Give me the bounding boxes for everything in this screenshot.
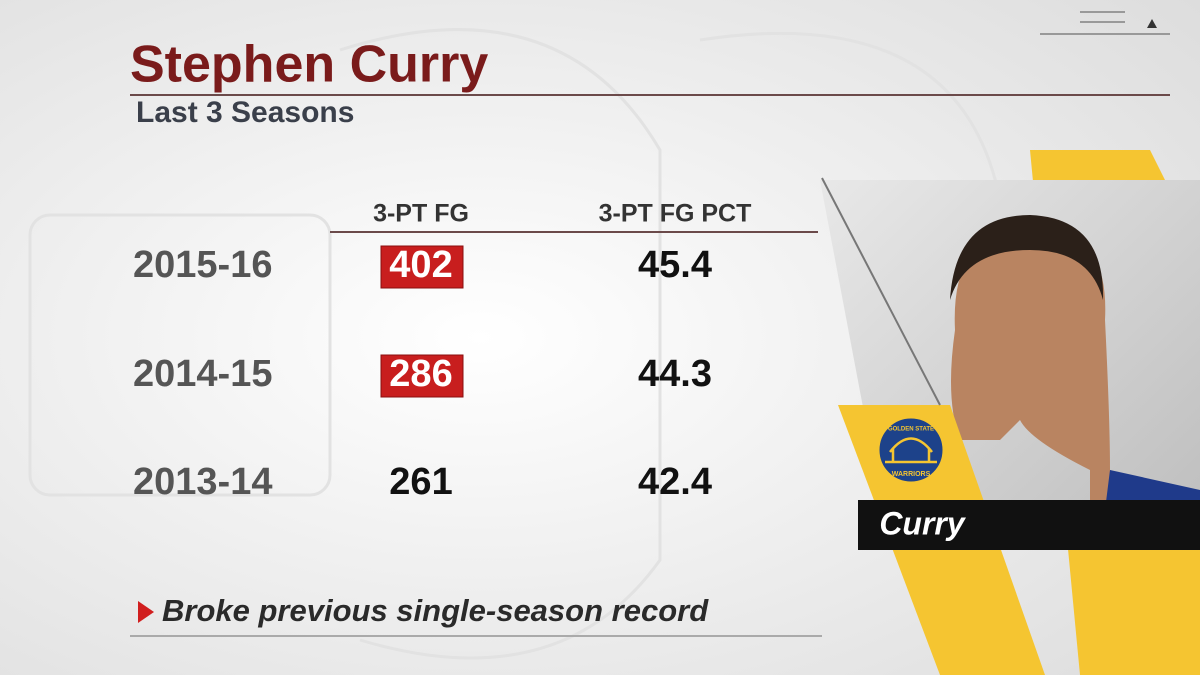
three-pt-pct: 42.4: [638, 461, 712, 503]
team-top: GOLDEN STATE: [888, 427, 934, 433]
menu-icon: [1040, 11, 1170, 35]
up-arrow: [1147, 19, 1157, 28]
season: 2013-14: [133, 461, 272, 503]
footnote-marker: [138, 601, 154, 623]
record-highlight: [380, 354, 464, 398]
three-pt-fg: 402: [389, 244, 452, 286]
season: 2014-15: [133, 353, 272, 395]
team-logo: GOLDEN STATE WARRIORS: [876, 415, 946, 485]
background-letters: [28, 28, 1002, 660]
footnote: Broke previous single-season record: [162, 593, 709, 628]
name-plate: [858, 500, 1200, 550]
column-header: 3-PT FG: [373, 200, 469, 228]
title: Stephen Curry: [130, 36, 488, 94]
season: 2015-16: [133, 244, 272, 286]
three-pt-pct: 44.3: [638, 353, 712, 395]
player-name: Curry: [879, 505, 967, 541]
divider: [821, 177, 941, 406]
record-highlight: [380, 245, 464, 289]
three-pt-fg: 286: [389, 353, 452, 395]
three-pt-fg: 261: [389, 461, 452, 503]
column-header: 3-PT FG PCT: [599, 200, 752, 228]
team-bottom: WARRIORS: [892, 471, 931, 478]
three-pt-pct: 45.4: [638, 244, 712, 286]
subtitle: Last 3 Seasons: [136, 96, 354, 129]
